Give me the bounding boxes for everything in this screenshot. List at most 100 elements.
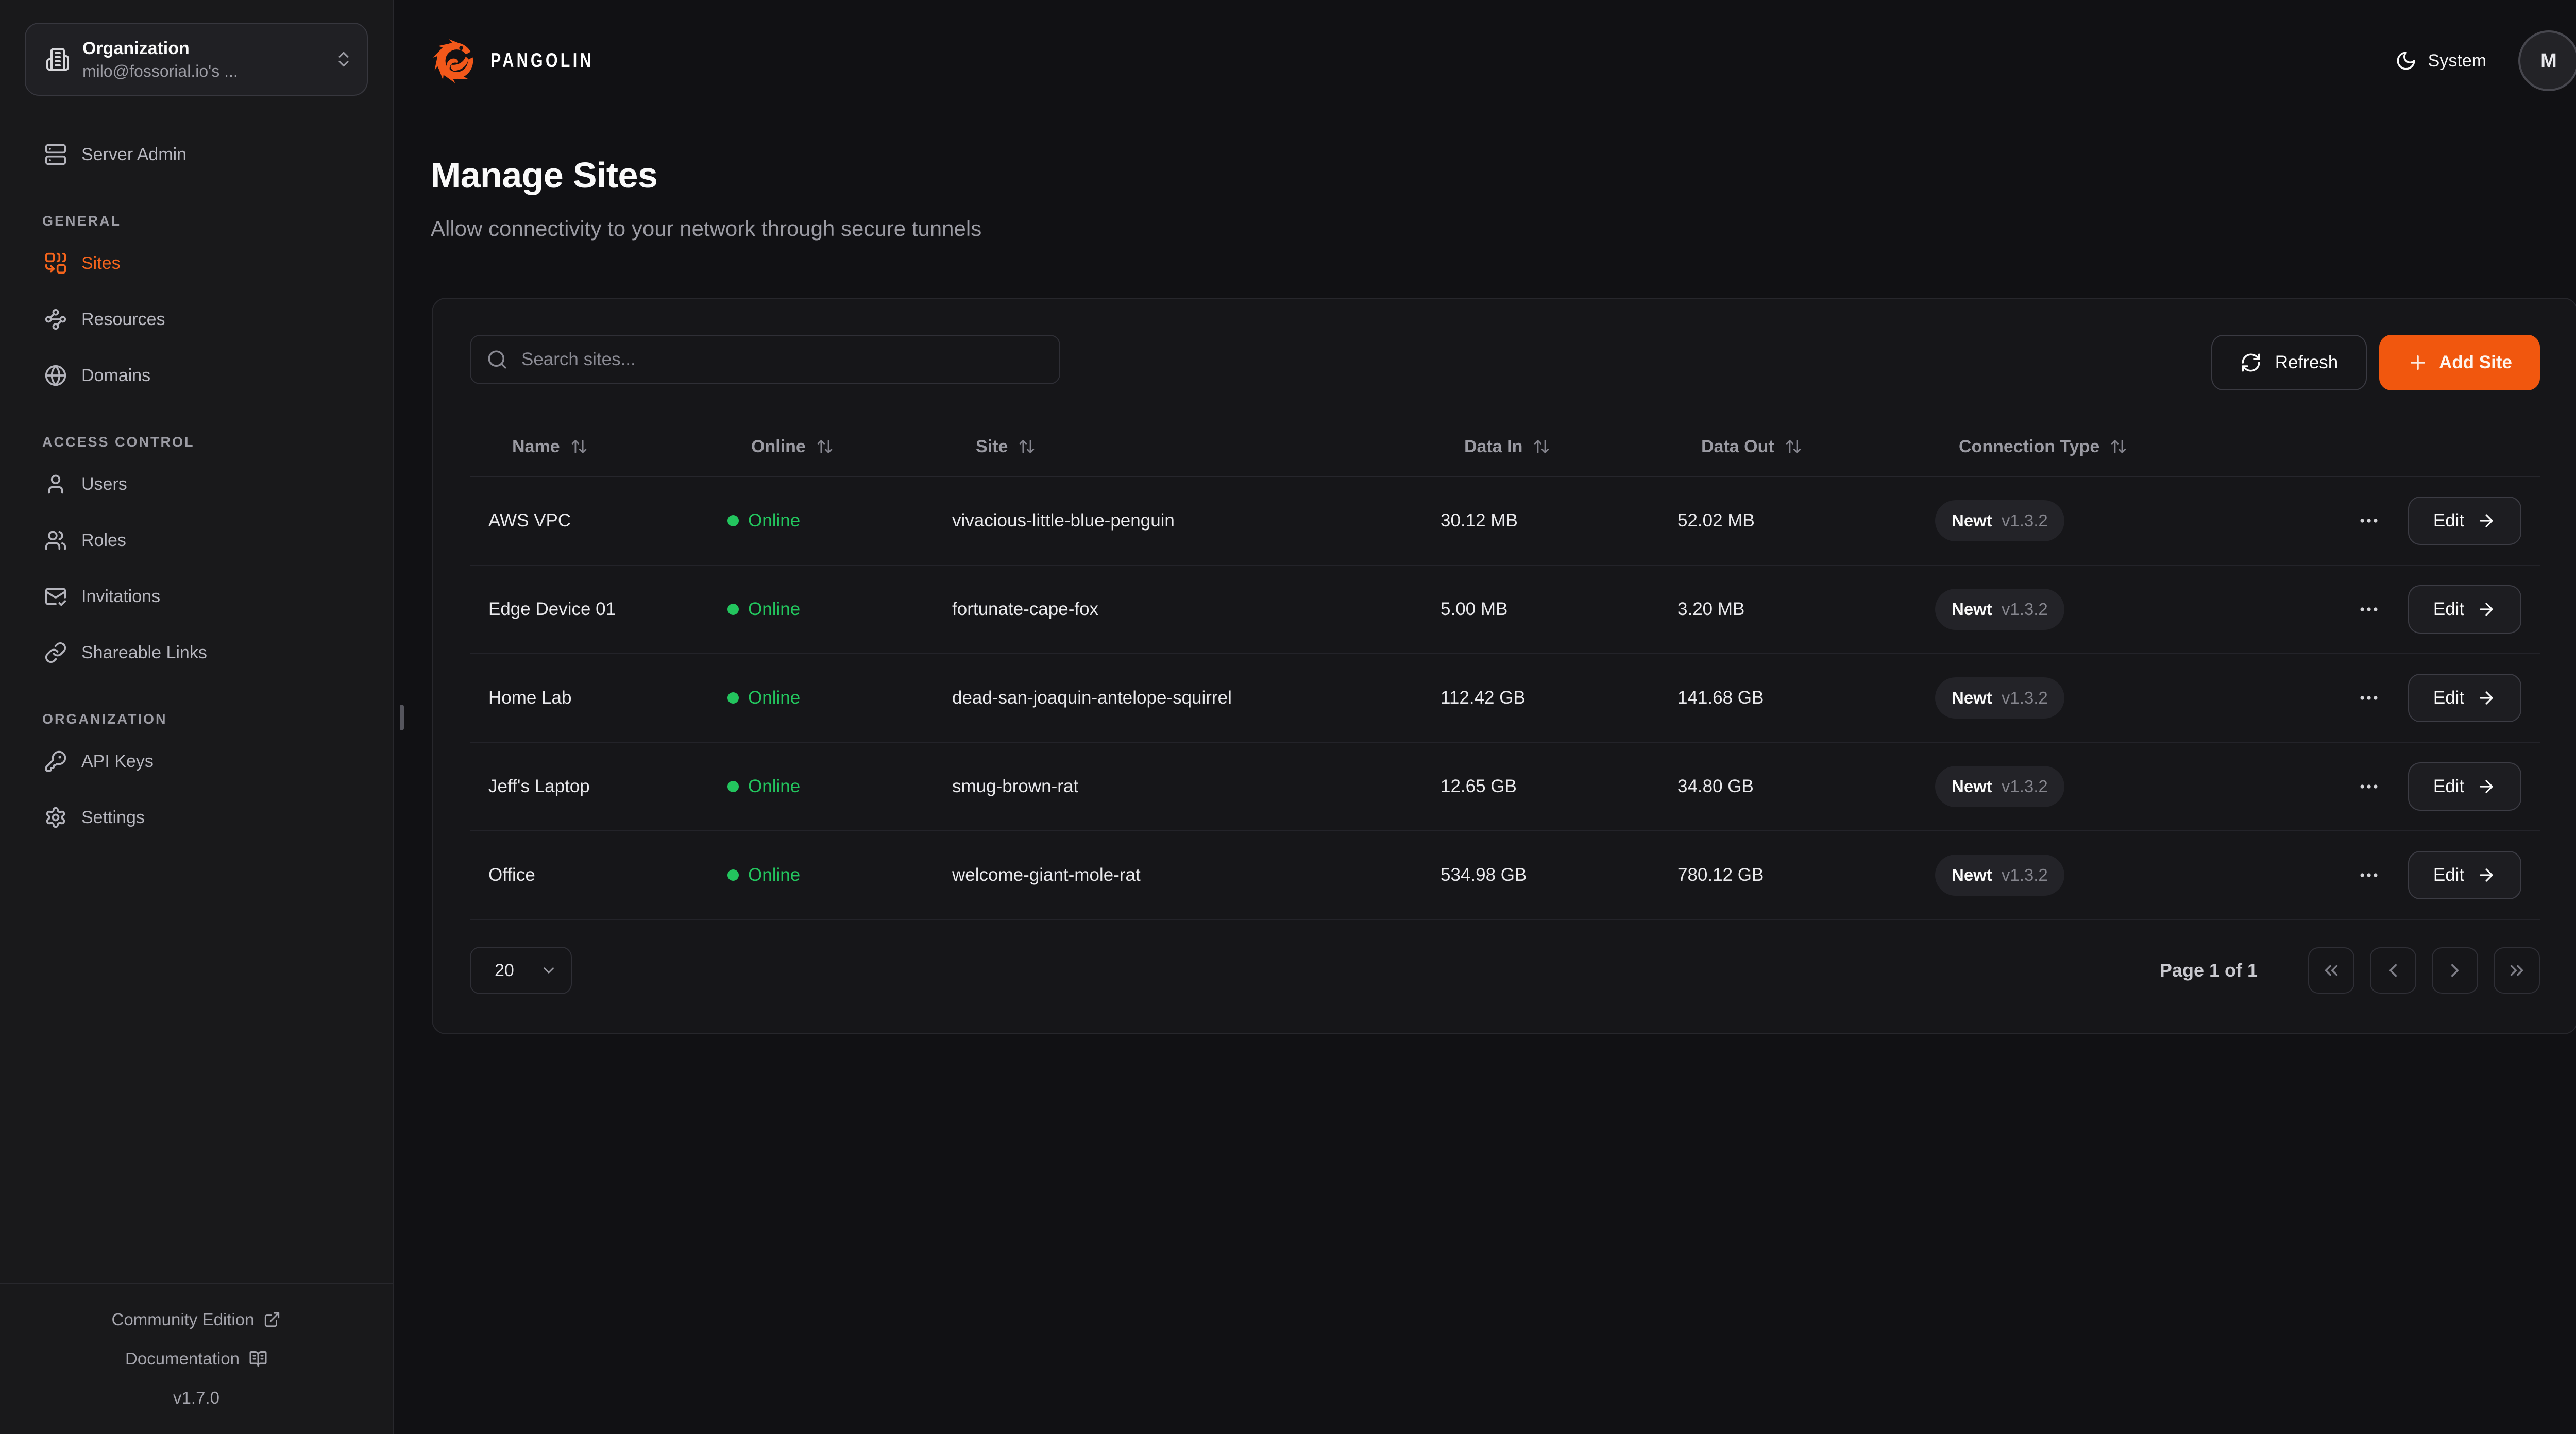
sort-icon: [571, 440, 586, 453]
table-row: Edge Device 01 Online fortunate-cape-fox…: [470, 566, 2540, 654]
column-header-name[interactable]: Name: [470, 437, 709, 457]
sites-table: Name Online Site Data In Data Out: [470, 417, 2540, 920]
cell-actions: Edit: [2339, 762, 2541, 811]
edit-button[interactable]: Edit: [2408, 674, 2521, 722]
first-page-button[interactable]: [2308, 947, 2354, 994]
community-edition-link[interactable]: Community Edition: [0, 1300, 393, 1339]
theme-toggle[interactable]: System: [2395, 50, 2486, 72]
page-title: Manage Sites: [431, 155, 658, 195]
column-header-online[interactable]: Online: [709, 437, 934, 457]
main-content: PANGOLIN System M Manage Sites Allow con…: [394, 0, 2576, 1434]
edit-button[interactable]: Edit: [2408, 585, 2521, 634]
ellipsis-icon: [2360, 519, 2378, 523]
row-menu-button[interactable]: [2358, 598, 2380, 621]
cell-name: Home Lab: [488, 688, 572, 708]
column-header-site[interactable]: Site: [934, 437, 1422, 457]
sidebar-item-sites[interactable]: Sites: [25, 242, 368, 285]
connection-badge: Newt v1.3.2: [1935, 766, 2064, 807]
sidebar-resize-handle[interactable]: [400, 705, 404, 730]
sidebar-item-label: Resources: [81, 309, 165, 329]
sort-icon: [1534, 440, 1549, 453]
arrow-right-icon: [2480, 603, 2493, 616]
last-page-button[interactable]: [2494, 947, 2540, 994]
sidebar-item-label: Invitations: [81, 586, 161, 606]
ellipsis-icon: [2360, 696, 2378, 700]
column-header-data-out[interactable]: Data Out: [1659, 437, 1917, 457]
edit-button[interactable]: Edit: [2408, 762, 2521, 811]
online-status-dot: [727, 692, 739, 704]
arrow-right-icon: [2480, 868, 2493, 882]
cell-online: Online: [709, 510, 934, 531]
refresh-button[interactable]: Refresh: [2211, 335, 2367, 390]
cell-online: Online: [709, 865, 934, 885]
avatar-initial: M: [2540, 49, 2557, 72]
row-menu-button[interactable]: [2358, 775, 2380, 798]
theme-toggle-label: System: [2428, 50, 2486, 71]
add-site-button[interactable]: Add Site: [2379, 335, 2540, 390]
sort-icon: [1020, 440, 1035, 453]
sidebar-item-label: Shareable Links: [81, 642, 207, 662]
cell-actions: Edit: [2339, 497, 2541, 545]
sidebar-item-label: Roles: [81, 530, 126, 550]
ellipsis-icon: [2360, 607, 2378, 611]
table-row: AWS VPC Online vivacious-little-blue-pen…: [470, 477, 2540, 566]
sidebar-item-api-keys[interactable]: API Keys: [25, 740, 368, 783]
cell-name: Edge Device 01: [488, 599, 616, 619]
page-size-select[interactable]: 20: [470, 947, 572, 994]
org-selector-label: Organization: [82, 39, 190, 58]
page-info: Page 1 of 1: [2159, 960, 2258, 981]
row-menu-button[interactable]: [2358, 687, 2380, 709]
sidebar-item-domains[interactable]: Domains: [25, 354, 368, 397]
cell-online: Online: [709, 688, 934, 708]
sidebar-item-users[interactable]: Users: [25, 463, 368, 506]
cell-connection-type: Newt v1.3.2: [1917, 589, 2339, 630]
cell-actions: Edit: [2339, 585, 2541, 634]
sidebar-section-access-control: ACCESS CONTROL: [42, 434, 195, 450]
sidebar-item-invitations[interactable]: Invitations: [25, 575, 368, 618]
sidebar: Organization milo@fossorial.io's ... Ser…: [0, 0, 394, 1434]
online-status-dot: [727, 515, 739, 526]
pagination: 20 Page 1 of 1: [470, 947, 2540, 994]
arrow-right-icon: [2480, 691, 2493, 705]
arrow-right-icon: [2480, 514, 2493, 527]
chevrons-right-icon: [2510, 965, 2523, 976]
column-header-connection-type[interactable]: Connection Type: [1917, 437, 2339, 457]
column-header-data-in[interactable]: Data In: [1422, 437, 1659, 457]
sites-card: Refresh Add Site Name Online Site: [432, 298, 2576, 1034]
edit-button[interactable]: Edit: [2408, 497, 2521, 545]
search-input[interactable]: [521, 349, 1045, 370]
online-status-dot: [727, 781, 739, 792]
edit-button[interactable]: Edit: [2408, 851, 2521, 899]
cell-actions: Edit: [2339, 851, 2541, 899]
avatar[interactable]: M: [2518, 30, 2576, 91]
previous-page-button[interactable]: [2370, 947, 2416, 994]
cell-connection-type: Newt v1.3.2: [1917, 677, 2339, 719]
sidebar-item-label: Server Admin: [81, 144, 187, 164]
sidebar-item-resources[interactable]: Resources: [25, 298, 368, 341]
sites-toolbar: Refresh Add Site: [470, 335, 2540, 390]
add-site-button-label: Add Site: [2439, 352, 2512, 372]
ellipsis-icon: [2360, 784, 2378, 789]
sidebar-item-settings[interactable]: Settings: [25, 796, 368, 839]
documentation-link[interactable]: Documentation: [0, 1339, 393, 1378]
cell-name: Jeff's Laptop: [488, 776, 590, 796]
connection-badge: Newt v1.3.2: [1935, 855, 2064, 896]
server-icon: [45, 144, 66, 165]
cell-data-in: 112.42 GB: [1440, 688, 1526, 708]
sidebar-item-shareable-links[interactable]: Shareable Links: [25, 631, 368, 674]
cell-site: vivacious-little-blue-penguin: [952, 510, 1175, 531]
chevron-left-icon: [2389, 964, 2397, 977]
next-page-button[interactable]: [2432, 947, 2478, 994]
sidebar-item-server-admin[interactable]: Server Admin: [25, 133, 368, 176]
sidebar-footer: Community Edition Documentation v1.7.0: [0, 1283, 393, 1434]
globe-icon: [45, 365, 66, 386]
sidebar-item-roles[interactable]: Roles: [25, 519, 368, 562]
row-menu-button[interactable]: [2358, 864, 2380, 886]
cell-site: dead-san-joaquin-antelope-squirrel: [952, 688, 1232, 708]
org-selector[interactable]: Organization milo@fossorial.io's ...: [25, 23, 368, 96]
cell-name: Office: [488, 865, 535, 885]
table-row: Jeff's Laptop Online smug-brown-rat 12.6…: [470, 743, 2540, 831]
org-selector-value: milo@fossorial.io's ...: [82, 62, 238, 80]
row-menu-button[interactable]: [2358, 509, 2380, 532]
cell-data-out: 141.68 GB: [1677, 688, 1764, 708]
